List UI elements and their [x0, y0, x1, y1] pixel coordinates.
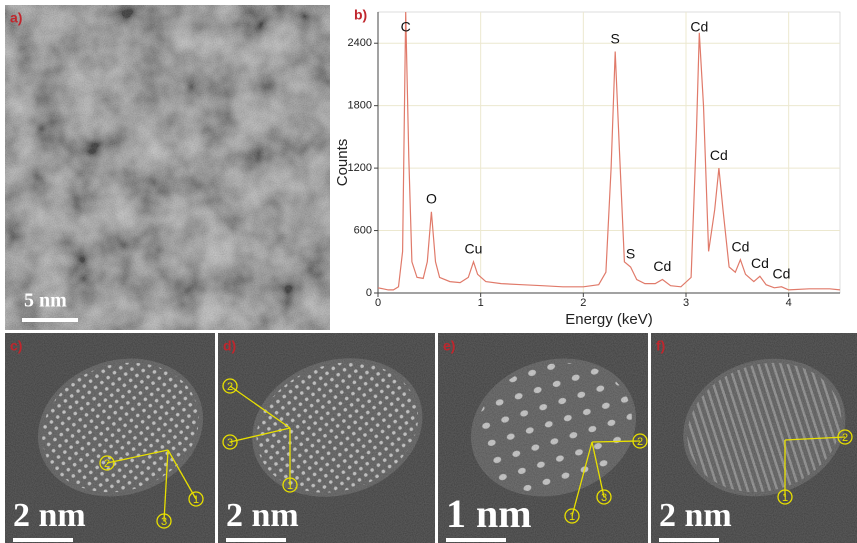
panel-label: a)	[10, 10, 22, 26]
peak-label: C	[401, 19, 411, 35]
marker-number: 3	[161, 516, 167, 528]
panel-label: d)	[223, 338, 236, 354]
panel-label: c)	[10, 338, 22, 354]
peak-label: Cd	[653, 258, 671, 274]
scale-bar-label: 5 nm	[24, 290, 67, 312]
peak-label: Cd	[690, 19, 708, 35]
marker-number: 1	[193, 494, 199, 506]
peak-label: Cd	[710, 147, 728, 163]
marker-number: 1	[569, 511, 575, 523]
peak-label: S	[626, 246, 635, 262]
scale-bar	[446, 538, 506, 542]
y-tick-label: 1800	[348, 100, 372, 112]
peak-label: Cd	[773, 265, 791, 281]
marker-number: 2	[842, 432, 848, 444]
peak-label: Cd	[751, 255, 769, 271]
y-tick-label: 1200	[348, 162, 372, 174]
scale-bar	[22, 318, 78, 322]
x-tick-label: 0	[375, 297, 381, 309]
x-tick-label: 2	[580, 297, 586, 309]
grain	[5, 5, 330, 330]
marker-number: 1	[782, 492, 788, 504]
marker-number: 3	[227, 437, 233, 449]
x-tick-label: 1	[478, 297, 484, 309]
scale-bar-label: 2 nm	[226, 497, 299, 534]
scale-bar-label: 1 nm	[446, 491, 532, 536]
scale-bar-label: 2 nm	[659, 497, 732, 534]
y-tick-label: 2400	[348, 37, 372, 49]
page: {"panels": { "a": {"label": "a)", "scale…	[0, 0, 857, 543]
panel-label: f)	[656, 338, 665, 354]
marker-number: 1	[287, 480, 293, 492]
peak-label: S	[610, 30, 619, 46]
y-axis-title: Counts	[334, 139, 351, 187]
figure: a) 5 nm b) 0 600 1200 1800 2400 0 1 2 3 4 Energy (…	[0, 0, 857, 543]
y-tick-label: 0	[366, 287, 372, 299]
peak-label: Cd	[731, 238, 749, 254]
marker-number: 2	[104, 458, 110, 470]
x-tick-label: 4	[786, 297, 792, 309]
y-tick-label: 600	[354, 224, 372, 236]
panel-label: e)	[443, 338, 455, 354]
scale-bar	[659, 538, 719, 542]
panel-a	[5, 5, 330, 330]
x-axis-title: Energy (keV)	[565, 311, 653, 328]
x-tick-label: 3	[683, 297, 689, 309]
peak-label: O	[426, 191, 437, 207]
marker-number: 3	[601, 492, 607, 504]
bottom-panels: c) 2 nm 2 3 1 d) 2 nm 2 3 1 e) 1 nm 2 1 3 f) 2 nm 2 1	[5, 333, 857, 543]
scale-bar	[226, 538, 286, 542]
peak-label: Cu	[465, 240, 483, 256]
panel-label: b)	[354, 7, 367, 23]
marker-number: 2	[637, 436, 643, 448]
marker-number: 2	[227, 381, 233, 393]
scale-bar	[13, 538, 73, 542]
plot-area	[378, 12, 840, 293]
scale-bar-label: 2 nm	[13, 497, 86, 534]
